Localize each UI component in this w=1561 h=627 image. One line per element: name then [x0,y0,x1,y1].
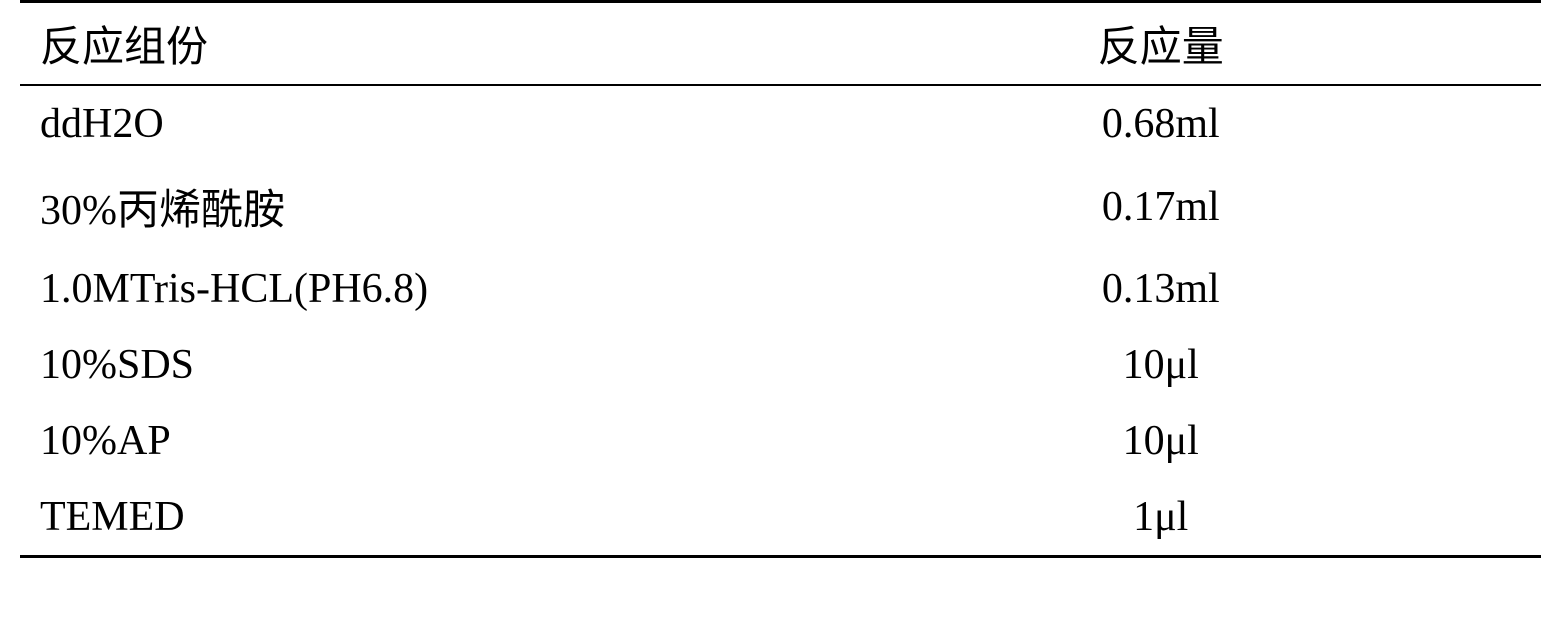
col-header-component: 反应组份 [20,2,781,86]
table-row: 30%丙烯酰胺 0.17ml [20,162,1541,251]
cell-amount: 0.13ml [781,251,1542,327]
header-row: 反应组份 反应量 [20,2,1541,86]
cell-amount: 10μl [781,403,1542,479]
cell-amount: 0.68ml [781,85,1542,162]
table-row: TEMED 1μl [20,479,1541,557]
table-header: 反应组份 反应量 [20,2,1541,86]
cell-component: ddH2O [20,85,781,162]
table-row: ddH2O 0.68ml [20,85,1541,162]
table-container: 反应组份 反应量 ddH2O 0.68ml 30%丙烯酰胺 0.17ml 1.0… [0,0,1561,558]
reaction-table: 反应组份 反应量 ddH2O 0.68ml 30%丙烯酰胺 0.17ml 1.0… [20,0,1541,558]
table-row: 1.0MTris-HCL(PH6.8) 0.13ml [20,251,1541,327]
cell-amount: 10μl [781,327,1542,403]
cell-component: 10%SDS [20,327,781,403]
table-row: 10%AP 10μl [20,403,1541,479]
table-row: 10%SDS 10μl [20,327,1541,403]
cell-amount: 1μl [781,479,1542,557]
cell-component: 1.0MTris-HCL(PH6.8) [20,251,781,327]
cell-component: 10%AP [20,403,781,479]
cell-component: 30%丙烯酰胺 [20,162,781,251]
cell-component: TEMED [20,479,781,557]
cell-amount: 0.17ml [781,162,1542,251]
table-body: ddH2O 0.68ml 30%丙烯酰胺 0.17ml 1.0MTris-HCL… [20,85,1541,557]
col-header-amount: 反应量 [781,2,1542,86]
